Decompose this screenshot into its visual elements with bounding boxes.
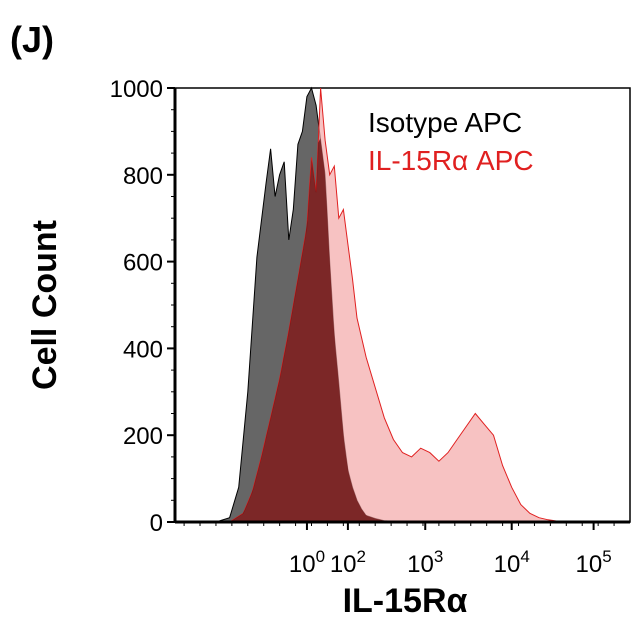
legend-entry-il15ra: IL-15Rα APC: [368, 145, 534, 176]
x-tick-label: 100: [289, 547, 325, 578]
plot-area: 0 200 400 600 800 1000 100 102 103 104 105: [110, 76, 631, 578]
y-tick-label: 1000: [110, 76, 163, 103]
y-tick-label: 600: [123, 250, 163, 277]
x-tick-label: 105: [576, 547, 612, 578]
y-tick-label: 400: [123, 336, 163, 363]
x-tick-label: 103: [407, 547, 443, 578]
x-axis-title: IL-15Rα: [343, 582, 468, 620]
y-axis-title: Cell Count: [26, 220, 64, 390]
x-tick-label: 104: [494, 547, 530, 578]
y-tick-label: 200: [123, 423, 163, 450]
x-ticks: 100 102 103 104 105: [183, 522, 615, 578]
y-tick-label: 800: [123, 163, 163, 190]
overlap-area: [229, 138, 403, 523]
x-tick-label: 102: [330, 547, 366, 578]
panel-label: (J): [10, 19, 54, 60]
y-tick-label: 0: [150, 510, 163, 537]
y-ticks: 0 200 400 600 800 1000: [110, 76, 175, 537]
legend: Isotype APC IL-15Rα APC: [368, 107, 534, 176]
series-layer: [215, 86, 576, 523]
legend-entry-isotype: Isotype APC: [368, 107, 522, 138]
